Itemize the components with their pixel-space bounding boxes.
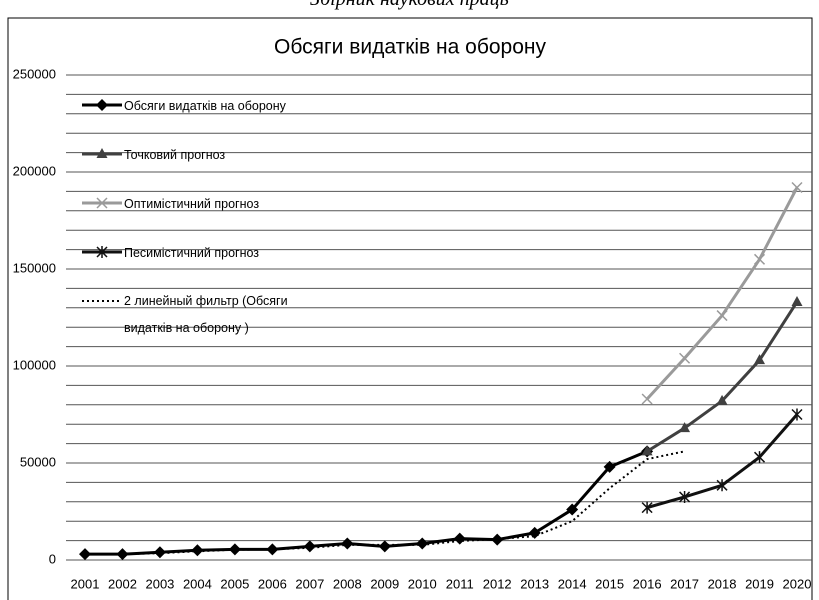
diamond-marker bbox=[116, 548, 129, 561]
y-tick-label: 200000 bbox=[13, 163, 56, 178]
x-tick-label: 2016 bbox=[633, 576, 662, 591]
triangle-marker bbox=[96, 148, 108, 158]
legend-entry: Точковий прогноз bbox=[78, 141, 294, 190]
legend-label: Точковий прогноз bbox=[124, 148, 226, 162]
diamond-marker bbox=[228, 543, 241, 556]
star-marker bbox=[641, 501, 653, 514]
x-tick-label: 2015 bbox=[595, 576, 624, 591]
x-tick-label: 2001 bbox=[71, 576, 100, 591]
x-tick-label: 2014 bbox=[558, 576, 587, 591]
legend-label: 2 линейный фильтр (Обсяги видатків на об… bbox=[124, 294, 288, 335]
series-line bbox=[646, 186, 799, 400]
x-tick-label: 2006 bbox=[258, 576, 287, 591]
x-tick-label: 2011 bbox=[446, 576, 474, 591]
diamond-marker bbox=[303, 540, 316, 553]
x-tick-label: 2008 bbox=[333, 576, 362, 591]
diamond-marker bbox=[96, 99, 108, 111]
legend-entry: Песимістичний прогноз bbox=[78, 239, 294, 288]
x-tick-label: 2017 bbox=[670, 576, 699, 591]
series-line bbox=[85, 449, 648, 556]
legend-swatch bbox=[82, 300, 122, 302]
y-tick-label: 50000 bbox=[20, 454, 56, 469]
legend-swatch bbox=[82, 99, 122, 111]
x-marker bbox=[679, 352, 691, 364]
legend-label: Оптимістичний прогноз bbox=[124, 197, 260, 211]
diamond-marker bbox=[153, 546, 166, 559]
legend-swatch bbox=[82, 148, 122, 158]
diamond-marker bbox=[453, 532, 466, 545]
y-tick-label: 0 bbox=[49, 551, 56, 566]
y-tick-label: 150000 bbox=[13, 260, 56, 275]
x-marker bbox=[716, 310, 728, 322]
x-marker bbox=[641, 393, 653, 405]
diamond-marker bbox=[378, 540, 391, 553]
diamond-marker bbox=[416, 537, 429, 550]
legend: Обсяги видатків на оборону Точковий прогн… bbox=[78, 92, 294, 337]
x-tick-label: 2005 bbox=[220, 576, 249, 591]
x-marker bbox=[96, 197, 108, 209]
star-marker bbox=[753, 451, 766, 464]
triangle-marker bbox=[679, 422, 691, 433]
x-tick-label: 2002 bbox=[108, 576, 137, 591]
x-tick-label: 2018 bbox=[708, 576, 737, 591]
series-line bbox=[646, 413, 799, 510]
diamond-marker bbox=[603, 460, 616, 473]
legend-swatch bbox=[82, 246, 122, 258]
legend-entry: Обсяги видатків на оборону bbox=[78, 92, 294, 141]
star-marker bbox=[791, 408, 803, 421]
x-tick-label: 2013 bbox=[520, 576, 549, 591]
diamond-marker bbox=[79, 548, 91, 561]
chart-frame bbox=[7, 17, 813, 600]
triangle-marker bbox=[754, 354, 766, 365]
x-tick-label: 2009 bbox=[370, 576, 399, 591]
x-tick-label: 2004 bbox=[183, 576, 212, 591]
triangle-marker bbox=[791, 295, 803, 306]
x-marker bbox=[753, 253, 766, 265]
triangle-marker bbox=[716, 394, 728, 405]
x-tick-label: 2010 bbox=[408, 576, 437, 591]
page-header: Збірник наукових праць bbox=[0, 0, 819, 11]
diamond-marker bbox=[566, 503, 579, 516]
diamond-marker bbox=[266, 543, 279, 556]
triangle-marker bbox=[641, 445, 653, 456]
y-tick-label: 250000 bbox=[13, 66, 56, 81]
star-marker bbox=[716, 479, 728, 492]
x-tick-label: 2012 bbox=[483, 576, 512, 591]
x-tick-label: 2020 bbox=[783, 576, 812, 591]
star-marker bbox=[96, 246, 108, 258]
legend-label: Обсяги видатків на оборону bbox=[124, 99, 286, 113]
y-tick-label: 100000 bbox=[13, 357, 56, 372]
chart-title: Обсяги видатків на оборону bbox=[274, 36, 546, 59]
legend-swatch bbox=[82, 197, 122, 209]
legend-entry: Оптимістичний прогноз bbox=[78, 190, 294, 239]
x-marker bbox=[791, 181, 803, 194]
series-line bbox=[122, 450, 685, 556]
x-tick-label: 2003 bbox=[145, 576, 174, 591]
diamond-marker bbox=[341, 537, 354, 550]
legend-label: Песимістичний прогноз bbox=[124, 246, 260, 260]
x-tick-label: 2019 bbox=[745, 576, 774, 591]
x-tick-label: 2007 bbox=[295, 576, 324, 591]
star-marker bbox=[679, 490, 691, 503]
legend-entry: 2 линейный фильтр (Обсяги видатків на об… bbox=[78, 288, 294, 337]
